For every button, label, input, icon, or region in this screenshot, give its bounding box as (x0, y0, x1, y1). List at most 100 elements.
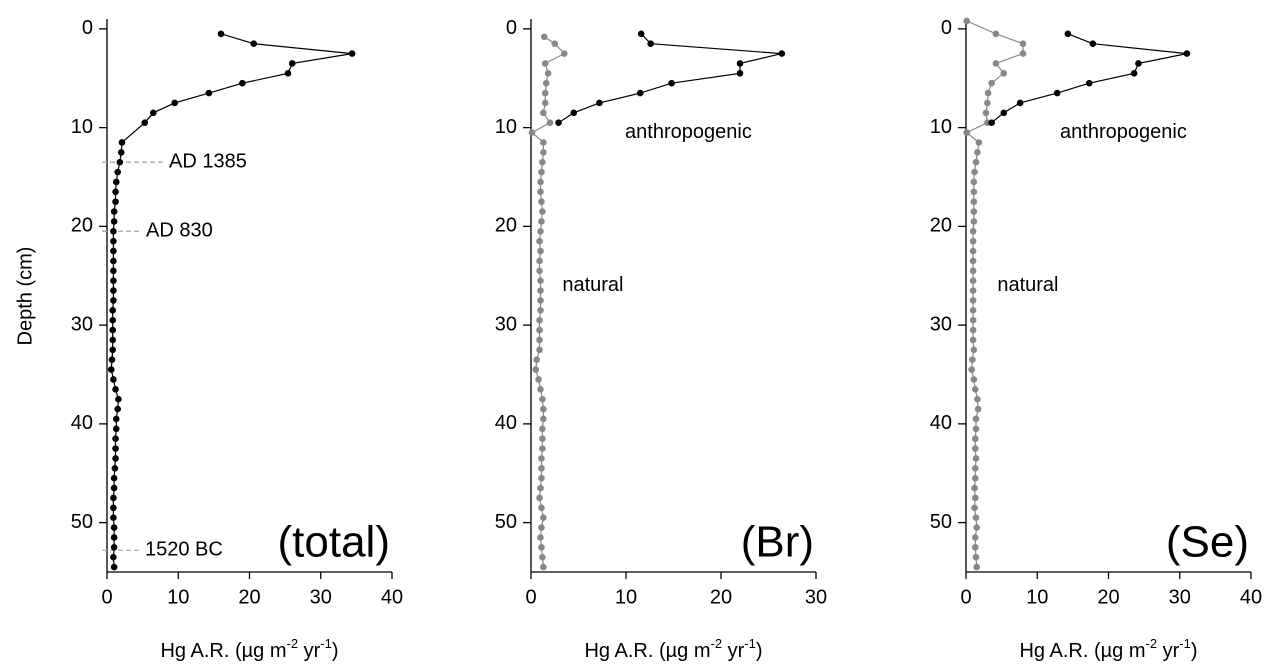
region-label: anthropogenic (625, 121, 752, 143)
data-point (1064, 30, 1072, 38)
data-point (537, 228, 544, 235)
y-tick-label: 40 (930, 412, 952, 434)
data-point (541, 60, 549, 67)
data-point (109, 326, 116, 334)
data-point (112, 188, 119, 196)
data-point (108, 356, 116, 363)
data-point (114, 405, 121, 413)
data-point (970, 218, 978, 225)
data-point (1000, 70, 1008, 77)
data-point (555, 119, 562, 126)
data-point (982, 109, 990, 117)
data-point (969, 237, 977, 245)
data-point (971, 445, 979, 452)
data-point (969, 336, 977, 344)
y-tick-label: 50 (71, 511, 93, 533)
data-point (107, 366, 115, 373)
data-point (537, 307, 544, 314)
x-axis-label-part: yr (722, 640, 745, 662)
y-tick-label: 40 (495, 412, 517, 434)
data-point (963, 129, 971, 136)
data-point (560, 50, 568, 57)
data-point (533, 356, 540, 363)
series-line (991, 33, 1188, 124)
data-point (969, 326, 977, 334)
data-point (110, 228, 117, 235)
data-point (110, 504, 117, 512)
data-point (992, 60, 1000, 67)
data-point (539, 435, 546, 442)
data-point (970, 178, 978, 186)
y-tick-label: 30 (930, 313, 952, 335)
x-tick-label: 0 (101, 586, 112, 608)
data-point (171, 99, 178, 107)
annotation: AD 1385 (169, 150, 247, 172)
data-point (541, 89, 549, 97)
x-tick-label: 10 (615, 586, 637, 608)
data-point (1183, 50, 1191, 57)
data-point (112, 445, 119, 452)
region-label: anthropogenic (1060, 121, 1187, 143)
data-point (971, 386, 979, 393)
data-point (969, 316, 977, 324)
data-point (115, 395, 122, 403)
data-point (112, 198, 119, 205)
data-point (110, 514, 117, 521)
data-point (539, 553, 546, 561)
data-point (972, 514, 980, 521)
x-axis-label-part: Hg A.R. (µg m (160, 640, 286, 662)
data-point (110, 257, 117, 265)
data-point (538, 455, 545, 462)
data-point (109, 346, 116, 354)
data-point (541, 33, 548, 41)
data-point (974, 149, 981, 156)
y-axis-label: Depth (cm) (14, 247, 36, 346)
x-tick-label: 30 (310, 586, 332, 608)
data-point (110, 474, 118, 482)
y-tick-label: 20 (71, 215, 93, 237)
data-point (1089, 40, 1097, 47)
x-axis-label-part: yr (1157, 640, 1180, 662)
data-point (969, 287, 977, 294)
data-point (217, 30, 225, 38)
data-point (536, 346, 543, 354)
data-point (536, 326, 543, 334)
data-point (110, 553, 117, 561)
data-point (110, 494, 117, 502)
data-point (537, 178, 544, 186)
x-tick-label: 30 (1169, 586, 1191, 608)
x-axis-label: Hg A.R. (µg m-2 yr-1) (160, 636, 338, 662)
x-tick-label: 40 (1240, 586, 1262, 608)
data-point (538, 218, 545, 225)
data-point (110, 563, 118, 571)
data-point (970, 208, 978, 215)
data-point (539, 208, 546, 215)
y-tick-label: 10 (930, 116, 952, 138)
data-point (636, 89, 644, 97)
data-point (537, 534, 544, 541)
y-tick-label: 0 (941, 17, 952, 39)
data-point (539, 445, 546, 452)
data-point (110, 287, 117, 294)
data-point (109, 316, 116, 324)
data-point (1016, 99, 1024, 107)
data-point (537, 484, 544, 492)
data-point (551, 40, 559, 47)
data-point (973, 524, 980, 531)
data-point (984, 89, 992, 97)
data-point (971, 494, 979, 502)
data-point (288, 60, 296, 67)
x-axis-label: Hg A.R. (µg m-2 yr-1) (584, 636, 762, 662)
data-point (970, 188, 978, 196)
data-point (969, 257, 977, 265)
y-tick-label: 30 (71, 313, 93, 335)
data-point (538, 544, 545, 551)
data-point (538, 504, 545, 512)
series-line (110, 33, 353, 568)
data-point (536, 267, 543, 275)
data-point (975, 139, 983, 146)
data-point (539, 425, 546, 433)
series-line (558, 33, 782, 124)
data-point (541, 99, 549, 107)
data-point (736, 70, 744, 77)
